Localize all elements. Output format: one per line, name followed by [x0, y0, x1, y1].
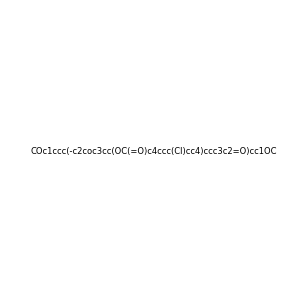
Text: COc1ccc(-c2coc3cc(OC(=O)c4ccc(Cl)cc4)ccc3c2=O)cc1OC: COc1ccc(-c2coc3cc(OC(=O)c4ccc(Cl)cc4)ccc…	[31, 147, 277, 156]
